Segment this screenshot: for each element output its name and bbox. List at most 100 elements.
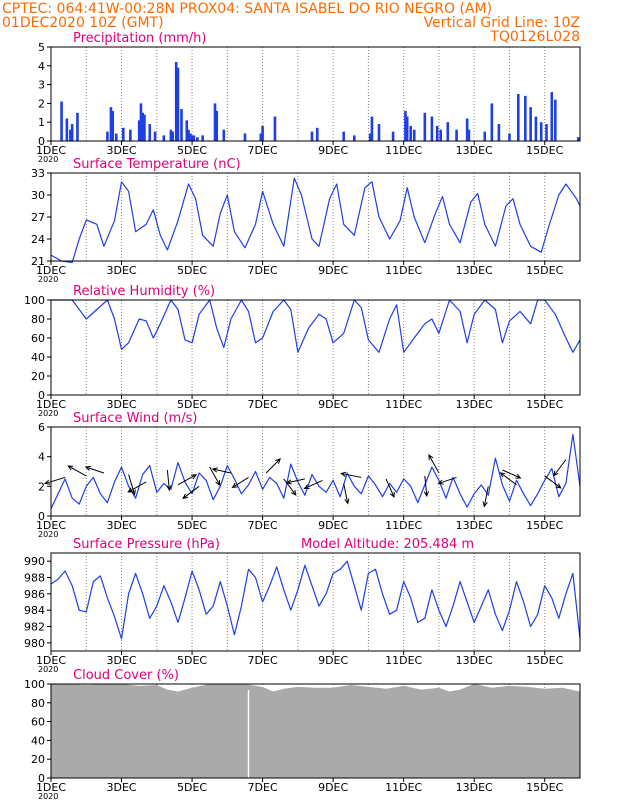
wind-arrow-head (344, 498, 350, 505)
x-tick-label: 7DEC (248, 654, 278, 667)
x-tick-label: 15DEC (526, 654, 563, 667)
x-tick-label: 3DEC (106, 264, 136, 277)
wind-arrow-head (84, 465, 91, 471)
x-tick-label: 11DEC (385, 519, 422, 532)
precip-bar (176, 67, 180, 141)
wind-arrow-head (166, 485, 172, 492)
pressure-title: Surface Pressure (hPa) (73, 537, 220, 552)
wind-arrow-head (423, 491, 430, 498)
wind-arrow-head (389, 491, 395, 498)
x-tick-label: 13DEC (456, 398, 493, 411)
precip-bar (405, 116, 409, 141)
precip-bar (222, 129, 226, 141)
precip-bar (545, 124, 548, 141)
temperature-panel: Surface Temperature (nC) 21 24 27 30 33 1DEC 3D… (31, 157, 581, 284)
y-tick-label: 33 (31, 167, 45, 180)
x-tick-label: 13DEC (456, 264, 493, 277)
x-tick-label: 7DEC (248, 398, 278, 411)
header-model: TQ0126L028 (489, 29, 580, 45)
temperature-line (50, 177, 581, 264)
y-tick-label: 0 (38, 389, 45, 402)
wind-arrow (286, 478, 306, 484)
x-tick-label: 3DEC (106, 398, 136, 411)
wind-arrow (500, 472, 517, 486)
wind-arrow (343, 483, 349, 504)
precip-bar (65, 118, 69, 141)
x-tick-label: 15DEC (526, 398, 563, 411)
x-tick-label: 3DEC (106, 144, 136, 157)
precip-bar (423, 112, 427, 141)
x-tick-label: 7DEC (248, 519, 278, 532)
wind-arrow (553, 459, 567, 476)
precip-bar (121, 127, 125, 141)
precip-bar (60, 101, 63, 141)
cloud-cover-panel: Cloud Cover (%) 0 20 40 60 80 100 1DEC 3DEC 5DEC 7… (24, 668, 581, 800)
precip-bar (370, 116, 374, 141)
humidity-title: Relative Humidity (%) (73, 284, 215, 299)
wind-arrow-head (231, 482, 238, 489)
precip-bar (490, 103, 494, 141)
wind-arrow (177, 474, 197, 486)
wind-arrow-head (67, 465, 74, 471)
precip-bar (201, 135, 204, 141)
x-year-label: 2020 (38, 530, 58, 539)
cloud-cover-title: Cloud Cover (%) (73, 668, 179, 683)
precip-bar (467, 129, 471, 141)
precip-bar (524, 95, 527, 141)
x-tick-label: 5DEC (177, 264, 207, 277)
y-tick-label: 20 (31, 370, 45, 383)
cloud-area (51, 684, 580, 778)
y-tick-label: 4 (38, 60, 45, 73)
x-tick-label: 5DEC (177, 398, 207, 411)
wind-arrow (85, 466, 105, 474)
wind-arrow (127, 481, 147, 493)
x-tick-label: 9DEC (318, 144, 348, 157)
x-tick-label: 13DEC (456, 654, 493, 667)
y-tick-label: 988 (24, 572, 45, 585)
precip-bar (148, 124, 152, 141)
x-tick-label: 13DEC (456, 144, 493, 157)
precip-bar (342, 131, 346, 141)
y-tick-label: 0 (38, 772, 45, 785)
precip-bar (391, 131, 395, 141)
x-year-label: 2020 (38, 792, 58, 800)
wind-arrow-head (553, 470, 559, 477)
wind-arrow (44, 476, 66, 484)
y-tick-label: 40 (31, 734, 45, 747)
wind-arrow (182, 485, 200, 499)
y-tick-label: 986 (24, 588, 45, 601)
x-year-label: 2020 (38, 409, 58, 418)
precip-bar (129, 129, 132, 141)
y-tick-label: 1 (38, 116, 45, 129)
y-tick-label: 80 (31, 697, 45, 710)
x-tick-label: 1DEC (36, 398, 66, 411)
wind-arrow (544, 475, 562, 489)
wind-arrow (304, 479, 323, 489)
precip-bar (180, 109, 183, 141)
precip-bar (412, 129, 416, 141)
precip-bar (69, 129, 72, 141)
x-tick-label: 5DEC (177, 519, 207, 532)
precip-bar (534, 116, 538, 141)
precip-bar (213, 103, 217, 141)
precip-bar (189, 133, 192, 141)
precip-bar (554, 99, 557, 141)
wind-arrow-head (499, 472, 506, 478)
y-tick-label: 40 (31, 351, 45, 364)
y-tick-label: 0 (38, 135, 45, 148)
x-tick-label: 9DEC (318, 781, 348, 794)
x-tick-label: 11DEC (385, 654, 422, 667)
precip-bar (137, 120, 141, 141)
precipitation-panel: Precipitation (mm/h) 0 1 2 3 4 5 1DEC 3DEC 5DEC 7D… (36, 31, 581, 164)
wind-arrow-head (215, 480, 221, 487)
humidity-frame (50, 299, 581, 396)
wind-arrow-head (190, 474, 197, 480)
precip-bar (106, 131, 109, 141)
pressure-frame (50, 552, 581, 652)
x-year-label: 2020 (38, 155, 58, 164)
wind-arrow (166, 469, 170, 491)
precip-bar (465, 118, 469, 141)
wind-arrow (209, 466, 221, 486)
wind-title: Surface Wind (m/s) (73, 411, 197, 426)
